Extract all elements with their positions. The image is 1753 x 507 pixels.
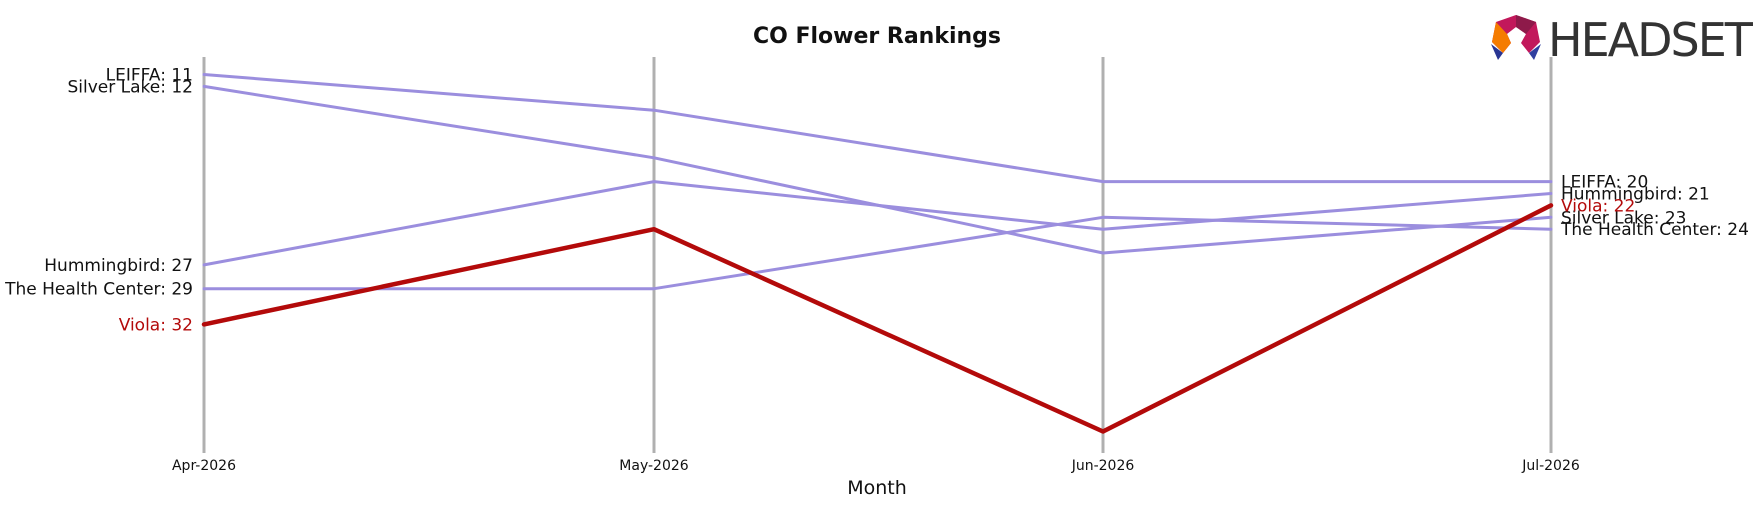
x-tick-jun-2026: Jun-2026 <box>1071 458 1135 474</box>
headset-logo: HEADSET <box>1491 13 1753 67</box>
grid-lines <box>202 57 1553 453</box>
x-axis-label: Month <box>847 477 907 499</box>
series-lines <box>201 73 1554 434</box>
x-tick-apr-2026: Apr-2026 <box>172 458 236 474</box>
series-labels: LEIFFA: 11 LEIFFA: 20 Silver Lake: 12 Silve… <box>4 66 1749 336</box>
end-label-the-health-center: The Health Center: 24 <box>1560 220 1749 240</box>
chart-title: CO Flower Rankings <box>753 24 1001 49</box>
x-tick-may-2026: May-2026 <box>619 458 688 474</box>
headset-logo-mark <box>1491 15 1541 60</box>
series-line-hummingbird <box>202 180 1553 267</box>
end-label-viola: Viola: 22 <box>1561 196 1635 216</box>
start-label-silver-lake: Silver Lake: 12 <box>68 77 194 97</box>
start-label-viola: Viola: 32 <box>119 315 193 335</box>
end-label-hummingbird: Hummingbird: 21 <box>1561 185 1710 205</box>
end-label-leiffa: LEIFFA: 20 <box>1561 173 1648 193</box>
series-line-leiffa <box>202 73 1553 184</box>
end-label-silver-lake: Silver Lake: 23 <box>1561 208 1687 228</box>
start-label-leiffa: LEIFFA: 11 <box>106 66 193 86</box>
x-tick-labels: Apr-2026 May-2026 Jun-2026 Jul-2026 <box>172 458 1580 474</box>
series-line-the-health-center <box>202 215 1553 291</box>
start-label-hummingbird: Hummingbird: 27 <box>44 256 193 276</box>
series-line-viola <box>201 203 1554 434</box>
start-label-the-health-center: The Health Center: 29 <box>4 280 193 300</box>
x-tick-jul-2026: Jul-2026 <box>1521 458 1580 474</box>
headset-logo-text: HEADSET <box>1548 13 1753 67</box>
